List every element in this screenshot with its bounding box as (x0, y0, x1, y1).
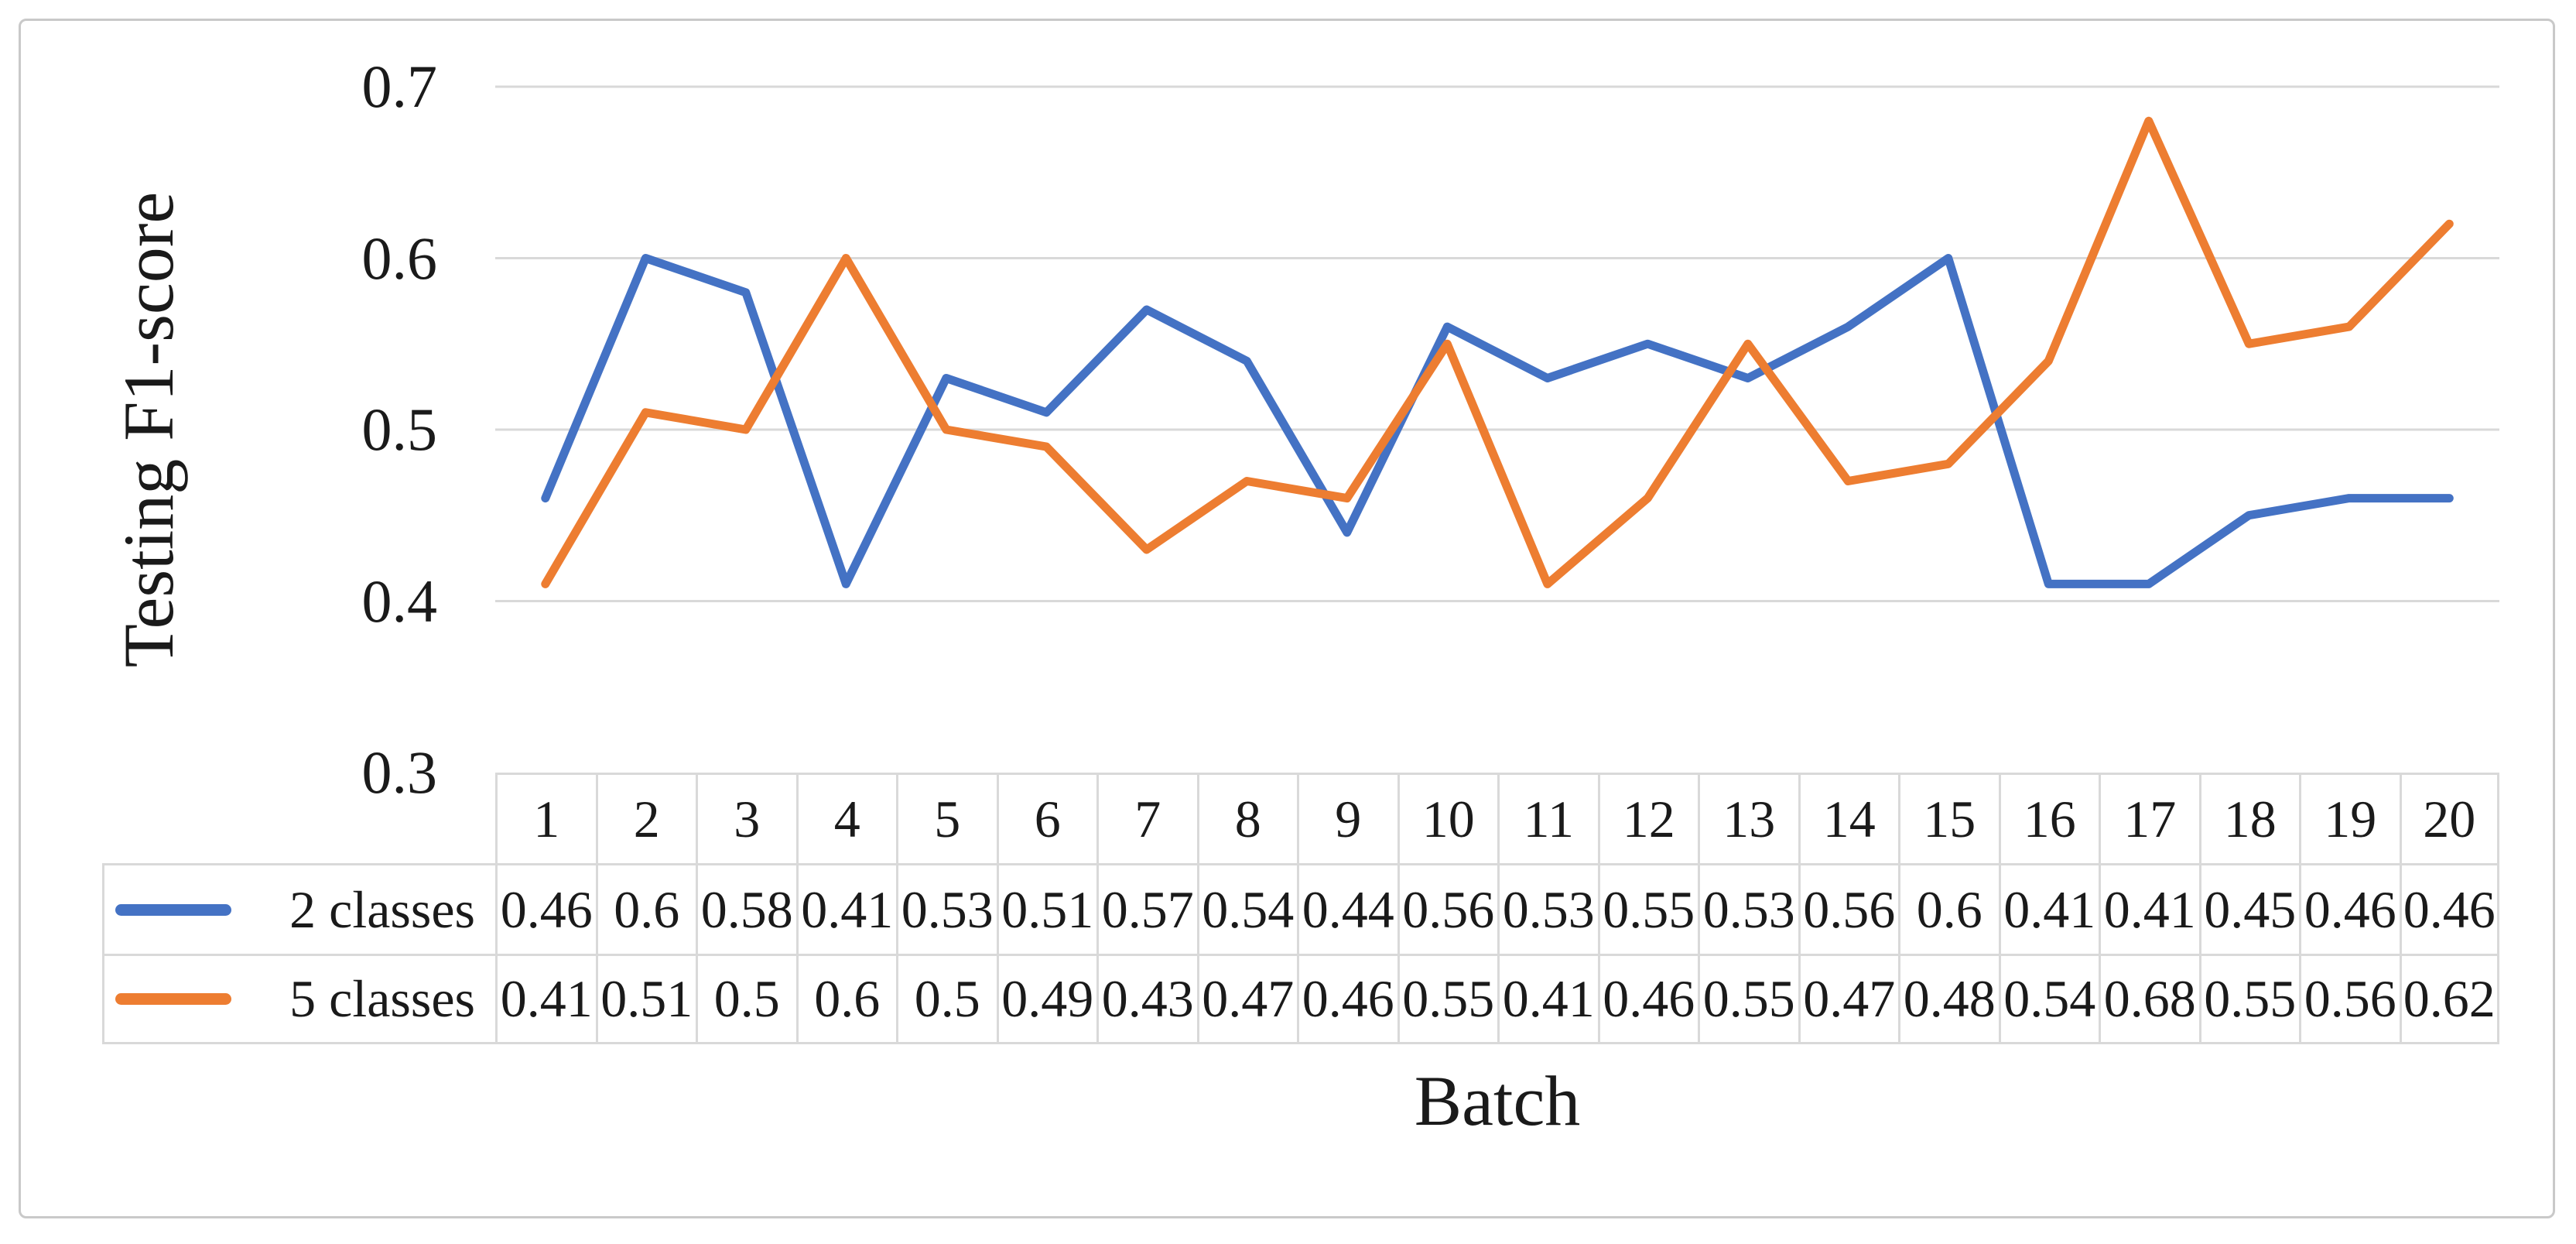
value-cell-5-classes-batch-9: 0.46 (1297, 954, 1397, 1044)
header-cell-batch-12: 12 (1597, 773, 1698, 863)
value-cell-5-classes-batch-3: 0.5 (696, 954, 796, 1044)
data-table-with-legend: 1 2 3 4 5 6 7 8 9 10 11 12 13 14 15 16 17 18 19 20 2 classes… (102, 773, 2499, 1044)
value-cell-5-classes-batch-15: 0.48 (1898, 954, 1999, 1044)
value-cell-5-classes-batch-2: 0.51 (595, 954, 696, 1044)
header-cell-batch-7: 7 (1096, 773, 1197, 863)
value-cell-5-classes-batch-14: 0.47 (1798, 954, 1898, 1044)
header-cell-batch-4: 4 (795, 773, 896, 863)
legend-label: 2 classes (289, 879, 475, 939)
header-cell-batch-5: 5 (896, 773, 997, 863)
value-cell-5-classes-batch-7: 0.43 (1096, 954, 1197, 1044)
value-cell-5-classes-batch-20: 0.62 (2399, 954, 2499, 1044)
header-cell-batch-15: 15 (1898, 773, 1999, 863)
y-tick-label-0.5: 0.5 (361, 396, 438, 463)
header-cell-batch-14: 14 (1798, 773, 1898, 863)
x-axis-title: Batch (1414, 1061, 1581, 1140)
legend-cell-5-classes: 5 classes (102, 954, 495, 1044)
legend-swatch-2-classes (115, 903, 231, 916)
y-axis-title: Testing F1-score (109, 191, 188, 668)
value-cell-2-classes-batch-9: 0.44 (1297, 863, 1397, 954)
value-cell-5-classes-batch-5: 0.5 (896, 954, 997, 1044)
y-tick-label-0.6: 0.6 (361, 224, 438, 292)
value-cell-5-classes-batch-1: 0.41 (495, 954, 596, 1044)
value-cell-2-classes-batch-7: 0.57 (1096, 863, 1197, 954)
value-cell-2-classes-batch-5: 0.53 (896, 863, 997, 954)
legend-cell-2-classes: 2 classes (102, 863, 495, 954)
value-cell-5-classes-batch-12: 0.46 (1597, 954, 1698, 1044)
value-cell-5-classes-batch-4: 0.6 (795, 954, 896, 1044)
header-cell-batch-2: 2 (595, 773, 696, 863)
value-cell-2-classes-batch-17: 0.41 (2099, 863, 2199, 954)
y-tick-label-0.7: 0.7 (361, 53, 438, 120)
value-cell-2-classes-batch-6: 0.51 (996, 863, 1096, 954)
header-cell-batch-18: 18 (2198, 773, 2299, 863)
value-cell-5-classes-batch-6: 0.49 (996, 954, 1096, 1044)
legend-label: 5 classes (289, 969, 475, 1028)
y-tick-label-0.3: 0.3 (361, 739, 438, 806)
series-line-2-classes (541, 254, 2454, 588)
value-cell-2-classes-batch-16: 0.41 (1998, 863, 2099, 954)
value-cell-2-classes-batch-14: 0.56 (1798, 863, 1898, 954)
value-cell-2-classes-batch-3: 0.58 (696, 863, 796, 954)
value-cell-2-classes-batch-19: 0.46 (2299, 863, 2400, 954)
header-cell-batch-13: 13 (1698, 773, 1798, 863)
legend-swatch-5-classes (115, 993, 231, 1005)
value-cell-5-classes-batch-11: 0.41 (1497, 954, 1598, 1044)
header-cell-batch-20: 20 (2399, 773, 2499, 863)
value-cell-5-classes-batch-8: 0.47 (1196, 954, 1297, 1044)
value-cell-5-classes-batch-10: 0.55 (1397, 954, 1497, 1044)
y-tick-label-0.4: 0.4 (361, 567, 438, 635)
value-cell-5-classes-batch-18: 0.55 (2198, 954, 2299, 1044)
header-cell-batch-3: 3 (696, 773, 796, 863)
header-cell-batch-11: 11 (1497, 773, 1598, 863)
header-cell-batch-19: 19 (2299, 773, 2400, 863)
value-cell-2-classes-batch-13: 0.53 (1698, 863, 1798, 954)
value-cell-2-classes-batch-12: 0.55 (1597, 863, 1698, 954)
header-cell-batch-9: 9 (1297, 773, 1397, 863)
header-cell-batch-8: 8 (1196, 773, 1297, 863)
figure-frame (19, 19, 2555, 1218)
value-cell-5-classes-batch-13: 0.55 (1698, 954, 1798, 1044)
value-cell-2-classes-batch-18: 0.45 (2198, 863, 2299, 954)
series-line-5-classes (541, 116, 2454, 588)
value-cell-5-classes-batch-17: 0.68 (2099, 954, 2199, 1044)
header-cell-batch-17: 17 (2099, 773, 2199, 863)
value-cell-2-classes-batch-10: 0.56 (1397, 863, 1497, 954)
value-cell-2-classes-batch-2: 0.6 (595, 863, 696, 954)
value-cell-2-classes-batch-1: 0.46 (495, 863, 596, 954)
value-cell-5-classes-batch-19: 0.56 (2299, 954, 2400, 1044)
header-cell-batch-1: 1 (495, 773, 596, 863)
table-corner-cell (102, 773, 495, 863)
value-cell-2-classes-batch-20: 0.46 (2399, 863, 2499, 954)
value-cell-2-classes-batch-4: 0.41 (795, 863, 896, 954)
value-cell-5-classes-batch-16: 0.54 (1998, 954, 2099, 1044)
value-cell-2-classes-batch-15: 0.6 (1898, 863, 1999, 954)
header-cell-batch-6: 6 (996, 773, 1096, 863)
header-cell-batch-10: 10 (1397, 773, 1497, 863)
header-cell-batch-16: 16 (1998, 773, 2099, 863)
value-cell-2-classes-batch-11: 0.53 (1497, 863, 1598, 954)
value-cell-2-classes-batch-8: 0.54 (1196, 863, 1297, 954)
